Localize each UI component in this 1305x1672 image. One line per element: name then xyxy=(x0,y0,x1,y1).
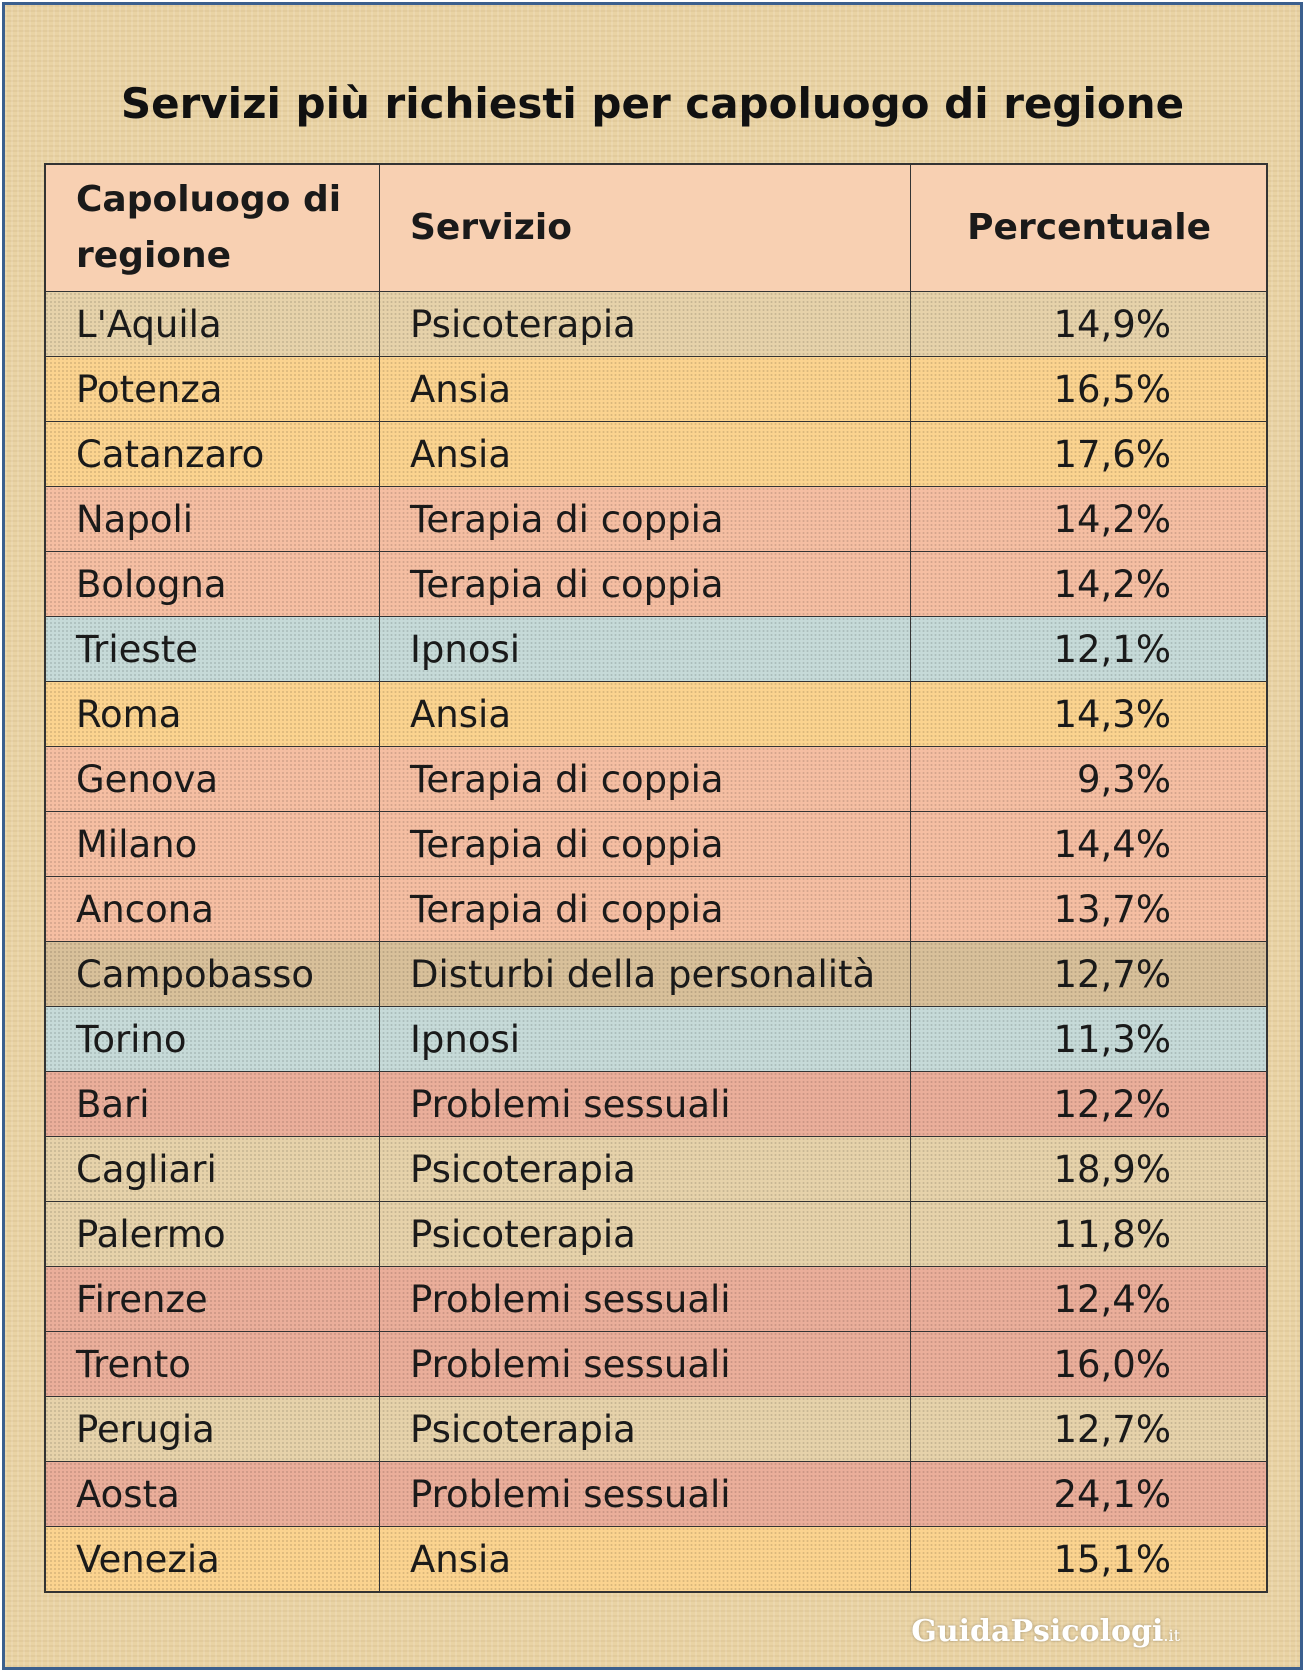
table-cell: Problemi sessuali xyxy=(379,1266,911,1332)
table-cell: Ansia xyxy=(379,1526,911,1593)
table-row: Catanzaro Ansia 17,6% xyxy=(44,421,1268,487)
table-cell: Palermo xyxy=(44,1201,380,1267)
table-row: Firenze Problemi sessuali 12,4% xyxy=(44,1266,1268,1332)
table-cell: Cagliari xyxy=(44,1136,380,1202)
table-row: Perugia Psicoterapia 12,7% xyxy=(44,1396,1268,1462)
table-row: Genova Terapia di coppia 9,3% xyxy=(44,746,1268,812)
table-cell: Bari xyxy=(44,1071,380,1137)
table-cell: 18,9% xyxy=(910,1136,1268,1202)
table-cell: Perugia xyxy=(44,1396,380,1462)
watermark-name: GuidaPsicologi xyxy=(911,1614,1164,1649)
table-cell: 14,2% xyxy=(910,486,1268,552)
table-row: L'Aquila Psicoterapia 14,9% xyxy=(44,291,1268,357)
table-cell: Campobasso xyxy=(44,941,380,1007)
table-cell: 14,2% xyxy=(910,551,1268,617)
table-row: Venezia Ansia 15,1% xyxy=(44,1526,1268,1593)
table-cell: Problemi sessuali xyxy=(379,1071,911,1137)
table-cell: 12,7% xyxy=(910,1396,1268,1462)
table-cell: 16,0% xyxy=(910,1331,1268,1397)
table-cell: 14,9% xyxy=(910,291,1268,357)
table-cell: 12,7% xyxy=(910,941,1268,1007)
table-cell: 13,7% xyxy=(910,876,1268,942)
table-cell: 12,2% xyxy=(910,1071,1268,1137)
table-cell: 16,5% xyxy=(910,356,1268,422)
table-cell: Catanzaro xyxy=(44,421,380,487)
table-cell: Disturbi della personalità xyxy=(379,941,911,1007)
table-row: Campobasso Disturbi della personalità 12,7… xyxy=(44,941,1268,1007)
title: Servizi più richiesti per capoluogo di r… xyxy=(120,79,1185,128)
table-row: Aosta Problemi sessuali 24,1% xyxy=(44,1461,1268,1527)
table-row: Napoli Terapia di coppia 14,2% xyxy=(44,486,1268,552)
table-cell: Psicoterapia xyxy=(379,1136,911,1202)
table-row: Palermo Psicoterapia 11,8% xyxy=(44,1201,1268,1267)
table-cell: Trieste xyxy=(44,616,380,682)
table-cell: 15,1% xyxy=(910,1526,1268,1593)
header-cell: Servizio xyxy=(379,163,911,292)
table-cell: Ipnosi xyxy=(379,616,911,682)
table-cell: Psicoterapia xyxy=(379,1201,911,1267)
table-cell: Problemi sessuali xyxy=(379,1331,911,1397)
table-row: Torino Ipnosi 11,3% xyxy=(44,1006,1268,1072)
table-cell: Terapia di coppia xyxy=(379,551,911,617)
table-body: L'Aquila Psicoterapia 14,9% Potenza Ansia 16,… xyxy=(44,291,1268,1593)
table-cell: 11,8% xyxy=(910,1201,1268,1267)
table-cell: 9,3% xyxy=(910,746,1268,812)
watermark: GuidaPsicologi.it xyxy=(911,1614,1180,1649)
table-cell: 12,1% xyxy=(910,616,1268,682)
table-cell: Psicoterapia xyxy=(379,1396,911,1462)
table-cell: 17,6% xyxy=(910,421,1268,487)
table-row: Trento Problemi sessuali 16,0% xyxy=(44,1331,1268,1397)
table-cell: Napoli xyxy=(44,486,380,552)
table-cell: 12,4% xyxy=(910,1266,1268,1332)
table-cell: Roma xyxy=(44,681,380,747)
table-cell: Bologna xyxy=(44,551,380,617)
table-cell: Ancona xyxy=(44,876,380,942)
header-cell: Percentuale xyxy=(910,163,1268,292)
table-row: Ancona Terapia di coppia 13,7% xyxy=(44,876,1268,942)
table-cell: Torino xyxy=(44,1006,380,1072)
table-cell: 11,3% xyxy=(910,1006,1268,1072)
table: Capoluogo di regione Servizio Percentuale … xyxy=(44,163,1268,1593)
table-cell: Potenza xyxy=(44,356,380,422)
table-cell: Firenze xyxy=(44,1266,380,1332)
table-cell: Aosta xyxy=(44,1461,380,1527)
table-cell: 24,1% xyxy=(910,1461,1268,1527)
table-row: Bari Problemi sessuali 12,2% xyxy=(44,1071,1268,1137)
table-cell: Venezia xyxy=(44,1526,380,1593)
table-cell: Terapia di coppia xyxy=(379,876,911,942)
table-cell: Terapia di coppia xyxy=(379,486,911,552)
table-cell: Terapia di coppia xyxy=(379,811,911,877)
table-cell: Ansia xyxy=(379,356,911,422)
table-cell: Trento xyxy=(44,1331,380,1397)
table-row: Bologna Terapia di coppia 14,2% xyxy=(44,551,1268,617)
table-cell: Psicoterapia xyxy=(379,291,911,357)
table-row: Milano Terapia di coppia 14,4% xyxy=(44,811,1268,877)
watermark-suffix: .it xyxy=(1163,1626,1180,1645)
table-row: Potenza Ansia 16,5% xyxy=(44,356,1268,422)
table-cell: Ipnosi xyxy=(379,1006,911,1072)
table-cell: 14,4% xyxy=(910,811,1268,877)
header-row: Capoluogo di regione Servizio Percentuale xyxy=(44,163,1268,292)
table-cell: L'Aquila xyxy=(44,291,380,357)
table-cell: Ansia xyxy=(379,421,911,487)
table-cell: Milano xyxy=(44,811,380,877)
table-row: Trieste Ipnosi 12,1% xyxy=(44,616,1268,682)
table-cell: Problemi sessuali xyxy=(379,1461,911,1527)
table-cell: Genova xyxy=(44,746,380,812)
table-row: Roma Ansia 14,3% xyxy=(44,681,1268,747)
table-row: Cagliari Psicoterapia 18,9% xyxy=(44,1136,1268,1202)
table-cell: Terapia di coppia xyxy=(379,746,911,812)
table-cell: Ansia xyxy=(379,681,911,747)
header-cell: Capoluogo di regione xyxy=(44,163,380,292)
table-cell: 14,3% xyxy=(910,681,1268,747)
